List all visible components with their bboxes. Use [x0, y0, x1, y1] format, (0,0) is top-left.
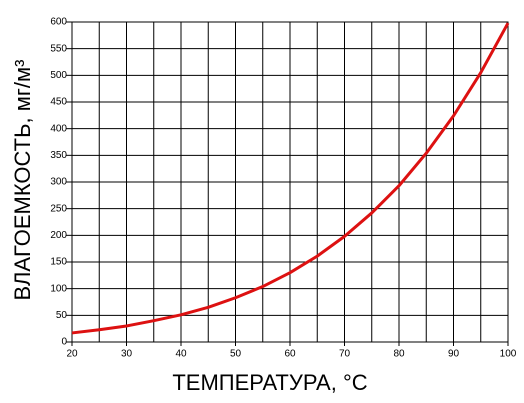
y-tick-label: 450: [50, 97, 67, 108]
y-tick-label: 150: [50, 257, 67, 268]
x-tick-label: 100: [500, 349, 517, 360]
y-tick-label: 200: [50, 230, 67, 241]
y-tick-label: 500: [50, 70, 67, 81]
data-line: [71, 22, 510, 335]
x-tick-label: 30: [121, 349, 133, 360]
x-axis-title: ТЕМПЕРАТУРА, °C: [172, 370, 367, 395]
y-tick-label: 50: [56, 310, 68, 321]
y-tick-label: 300: [50, 177, 67, 188]
x-tick-label: 60: [284, 349, 296, 360]
y-tick-label: 400: [50, 123, 67, 134]
y-tick-label: 550: [50, 43, 67, 54]
x-tick-label: 40: [175, 349, 187, 360]
y-tick-label: 600: [50, 17, 67, 28]
x-tick-label: 50: [230, 349, 242, 360]
y-axis-title: ВЛАГОЕМКОСТЬ, мг/м³: [10, 60, 35, 301]
y-tick-label: 100: [50, 283, 67, 294]
y-tick-label: 0: [61, 337, 67, 348]
plot-frame: [71, 21, 509, 343]
y-tick-label: 350: [50, 150, 67, 161]
x-tick-label: 20: [66, 349, 78, 360]
x-tick-label: 90: [448, 349, 460, 360]
x-tick-label: 70: [339, 349, 351, 360]
y-tick-label: 250: [50, 203, 67, 214]
x-tick-label: 80: [393, 349, 405, 360]
